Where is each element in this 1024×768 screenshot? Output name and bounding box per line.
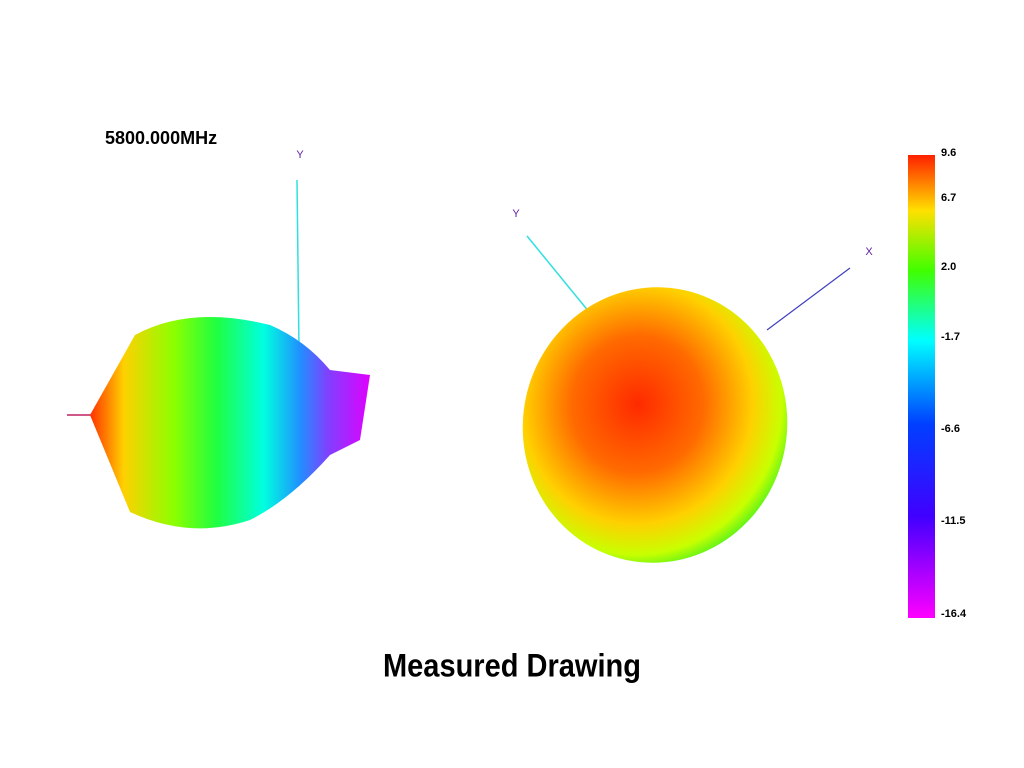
colorbar-label: 9.6 [941,147,956,159]
pattern-3d [90,317,370,529]
colorbar-label: -6.6 [941,423,960,435]
axis-label: Y [512,208,520,220]
pattern-3d [522,287,788,563]
colorbar-label: 2.0 [941,261,956,273]
axis-line [296,179,300,351]
colorbar-label: -1.7 [941,331,960,343]
colorbar-label: 6.7 [941,192,956,204]
caption: Measured Drawing [383,647,641,683]
axis-line [526,235,595,319]
colorbar-label: -16.4 [941,608,967,620]
colorbar [908,155,935,618]
axis-label: X [865,246,873,258]
colorbar-labels: 9.6 6.7 2.0 -1.7 -6.6 -11.5 -16.4 [941,147,967,620]
frequency-label: 5800.000MHz [105,128,217,148]
axis-line [766,267,851,331]
colorbar-label: -11.5 [941,515,965,527]
axis-label: Y [296,149,304,161]
